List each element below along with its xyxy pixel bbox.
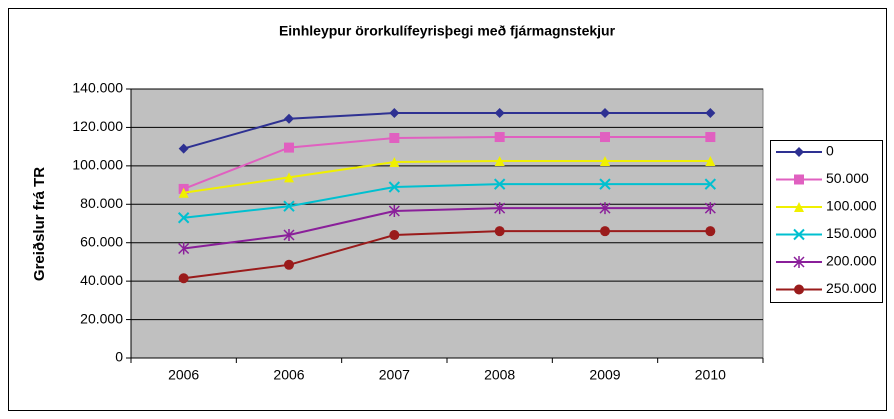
data-point: [389, 132, 400, 143]
data-point: [599, 202, 611, 215]
data-point: [284, 142, 294, 153]
data-point: [600, 226, 610, 237]
data-point: [705, 156, 716, 167]
data-point: [178, 143, 189, 154]
y-tick-label: 80.000: [80, 195, 123, 211]
legend-marker: [793, 228, 805, 241]
data-point: [284, 113, 294, 124]
series-line: [183, 160, 711, 194]
legend-marker: [794, 147, 804, 157]
legend-label: 150.000: [826, 225, 877, 241]
x-tick-label: 2006: [273, 367, 304, 383]
data-point: [284, 259, 294, 270]
x-tick-label: 2010: [695, 367, 726, 383]
data-point: [705, 108, 716, 119]
data-point: [178, 187, 189, 198]
data-point: [705, 226, 716, 237]
data-point: [388, 181, 401, 193]
legend-marker: [793, 256, 805, 268]
data-point: [600, 156, 610, 167]
data-point: [494, 132, 505, 143]
data-point: [283, 229, 295, 242]
data-point: [388, 205, 400, 218]
legend-marker: [794, 202, 804, 212]
data-point: [494, 108, 505, 119]
data-point: [389, 108, 400, 119]
data-point: [704, 178, 717, 190]
plot-area: [130, 88, 764, 359]
legend-label: 250.000: [826, 280, 877, 296]
data-point: [389, 157, 400, 168]
data-point: [177, 212, 190, 224]
legend-label: 100.000: [826, 198, 877, 214]
legend-label: 50.000: [826, 170, 869, 186]
legend-label: 0: [826, 143, 834, 159]
series-line: [183, 136, 711, 190]
y-tick-label: 100.000: [72, 157, 123, 173]
series-line: [183, 183, 711, 219]
data-point: [599, 178, 611, 190]
x-tick-label: 2007: [379, 367, 410, 383]
y-tick-label: 140.000: [72, 80, 123, 96]
data-point: [705, 132, 716, 143]
legend-marker: [794, 284, 804, 295]
x-tick-label: 2008: [484, 367, 515, 383]
data-point: [178, 273, 189, 284]
y-tick-label: 120.000: [72, 118, 123, 134]
chart-title: Einhleypur örorkulífeyrisþegi með fjárma…: [279, 23, 616, 39]
data-point: [493, 178, 506, 190]
y-tick-label: 20.000: [80, 310, 123, 326]
legend-marker: [794, 174, 804, 185]
x-tick-label: 2009: [589, 367, 620, 383]
series-line: [183, 230, 711, 280]
data-point: [704, 202, 716, 215]
data-point: [283, 200, 295, 212]
data-point: [494, 156, 505, 167]
legend-label: 200.000: [826, 253, 877, 269]
data-point: [600, 132, 610, 143]
y-tick-label: 0: [115, 349, 123, 365]
data-point: [178, 242, 190, 255]
data-point: [494, 202, 506, 215]
y-tick-label: 60.000: [80, 233, 123, 249]
x-tick-label: 2006: [168, 367, 199, 383]
data-point: [389, 230, 400, 241]
y-axis-label: Greiðslur frá TR: [31, 167, 48, 281]
series-line: [183, 112, 711, 150]
data-point: [494, 226, 505, 237]
data-point: [284, 172, 294, 183]
y-tick-label: 40.000: [80, 272, 123, 288]
series-line: [183, 207, 711, 250]
legend-box: [770, 140, 883, 303]
data-point: [600, 108, 610, 119]
